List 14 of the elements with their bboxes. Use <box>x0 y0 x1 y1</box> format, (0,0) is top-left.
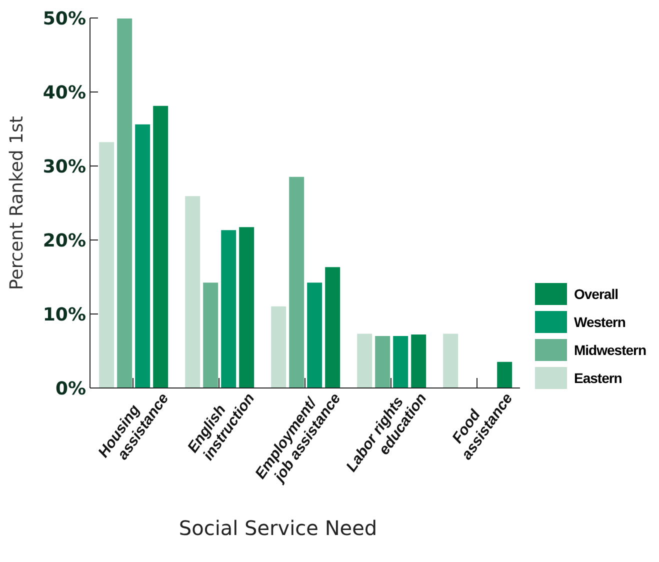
y-axis-title: Percent Ranked 1st <box>6 116 28 290</box>
legend-label: Western <box>574 314 626 330</box>
y-tick-label: 50% <box>42 8 86 30</box>
y-tick-label: 0% <box>55 378 86 400</box>
legend-label: Eastern <box>574 370 622 386</box>
x-axis-title: Social Service Need <box>178 516 378 540</box>
legend-label: Overall <box>574 286 618 302</box>
bar <box>442 332 460 388</box>
legend-label: Midwestern <box>574 342 646 358</box>
y-tick-label: 30% <box>42 156 86 178</box>
y-tick-label: 10% <box>42 304 86 326</box>
bar <box>496 360 514 388</box>
y-tick-label: 20% <box>42 230 86 252</box>
y-tick-label: 40% <box>42 82 86 104</box>
